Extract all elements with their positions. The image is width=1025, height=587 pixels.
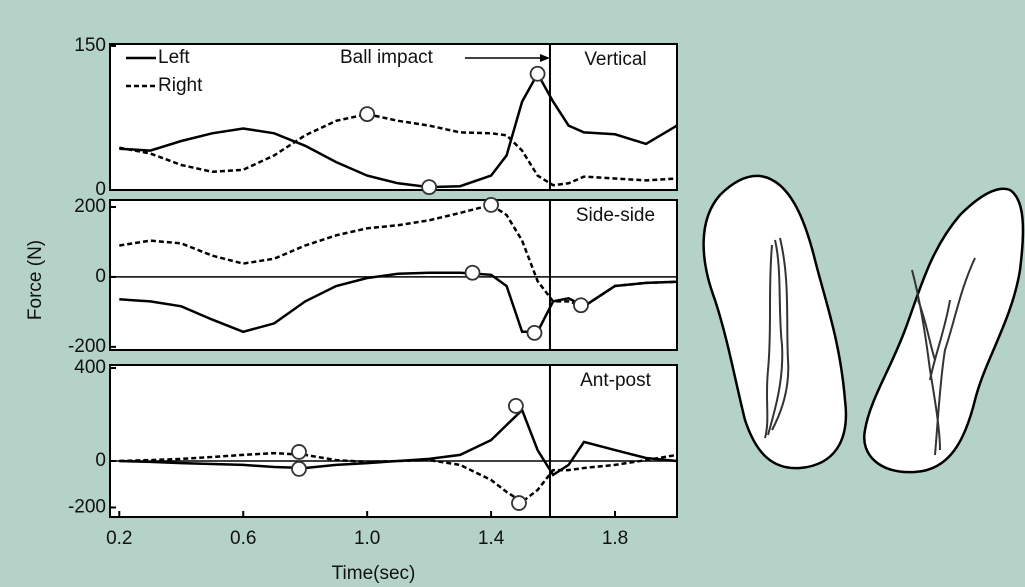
x-axis-label: Time(sec)	[332, 563, 416, 584]
event-marker	[507, 398, 524, 414]
panel-label: Side-side	[576, 205, 655, 226]
event-marker	[359, 106, 376, 123]
panel-label: Ant-post	[580, 370, 651, 391]
series-line	[119, 451, 677, 504]
panel-label: Vertical	[584, 49, 646, 70]
y-tick-label: -200	[68, 336, 106, 357]
annotation: Ball impact	[340, 47, 434, 68]
y-tick-label: 0	[95, 450, 106, 471]
x-tick-label: 1.4	[478, 528, 505, 549]
left-trace	[764, 237, 790, 439]
event-marker	[483, 196, 499, 213]
event-marker	[529, 65, 546, 82]
y-tick-label: 0	[95, 179, 106, 200]
event-marker	[291, 460, 307, 477]
series-line	[119, 71, 677, 189]
event-marker	[511, 495, 527, 511]
x-tick-label: 0.2	[106, 528, 132, 549]
event-marker	[573, 297, 589, 314]
x-tick-label: 1.8	[602, 528, 628, 549]
y-tick-label: -200	[68, 496, 106, 517]
series-line	[119, 112, 677, 187]
event-marker	[421, 179, 438, 196]
event-marker	[291, 444, 307, 460]
y-tick-label: 400	[74, 357, 106, 378]
plot-frame	[109, 43, 678, 191]
y-axis-label: Force (N)	[25, 240, 46, 320]
series-line	[119, 407, 677, 477]
y-tick-label: 200	[74, 196, 106, 217]
legend-label: Left	[158, 47, 190, 68]
y-tick-label: 0	[95, 266, 106, 287]
event-marker	[464, 264, 481, 281]
legend-label: Right	[158, 75, 203, 96]
right-trace	[911, 257, 976, 456]
pressure-traces	[764, 237, 976, 456]
left-foot	[702, 174, 848, 470]
y-tick-label: 150	[74, 35, 106, 56]
plot-frame	[109, 364, 678, 518]
x-tick-label: 0.6	[230, 528, 256, 549]
x-tick-label: 1.0	[354, 528, 380, 549]
event-marker	[526, 324, 543, 341]
annotation-arrowhead	[539, 54, 550, 62]
